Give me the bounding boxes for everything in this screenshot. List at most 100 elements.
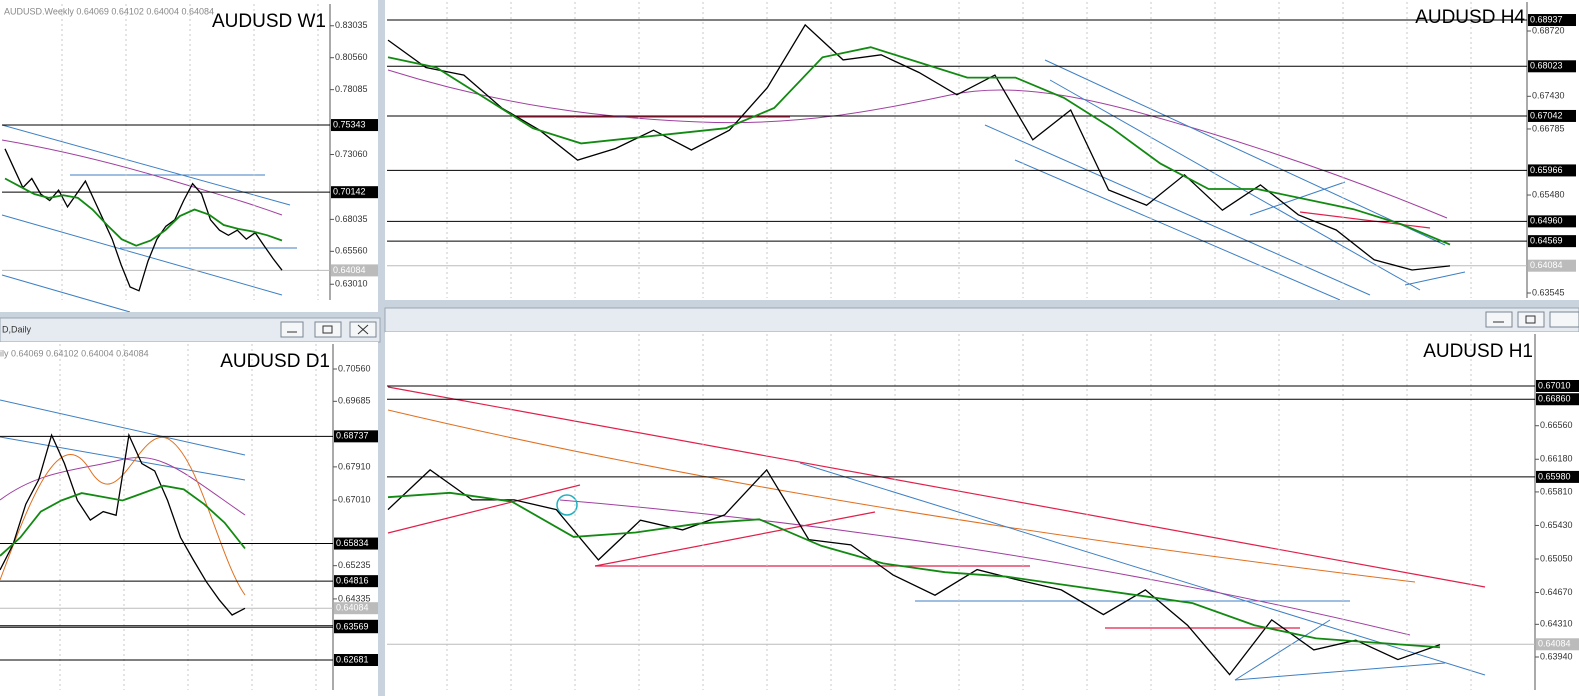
level-label: 0.64569 [1530,236,1563,246]
y-tick-label: 0.67430 [1532,91,1565,101]
y-tick-label: 0.66785 [1532,123,1565,133]
chart-window: 0.68720 0.67430 0.66785 0.65480 0.63545 0.689… [387,2,1576,298]
y-tick-label: 0.64310 [1540,619,1573,629]
chart-label: AUDUSD H4 [1415,7,1525,28]
close[interactable] [1549,311,1579,328]
y-tick-label: 0.66180 [1540,454,1573,464]
current-price-box [334,602,378,615]
y-tick-label: 0.65430 [1540,520,1573,530]
y-tick-label: 0.68720 [1532,25,1565,35]
current-price-label: 0.64084 [336,603,369,613]
level-label-box [1528,14,1576,27]
level-label: 0.65966 [1530,165,1563,175]
current-price-box [1536,638,1579,651]
y-tick-label: 0.64670 [1540,587,1573,597]
level-label-box [331,186,378,199]
level-label-box [334,537,378,550]
level-label-box [334,621,378,634]
chart-window: 0.83035 0.80560 0.78085 0.73060 0.68035 0.655… [2,4,378,300]
level-label: 0.62681 [336,654,369,664]
level-label-box [1528,235,1576,248]
chart-label: AUDUSD H1 [1423,341,1533,362]
y-tick-label: 0.78085 [335,84,368,94]
y-tick-label: 0.63010 [335,279,368,289]
level-label: 0.68937 [1530,14,1563,24]
level-label: 0.66860 [1538,394,1571,404]
current-price-label: 0.64084 [1530,260,1563,270]
level-label-box [334,654,378,667]
chart-window: 0.70560 0.69685 0.67910 0.67010 0.65235 0.643… [0,344,378,690]
y-tick-label: 0.65050 [1540,553,1573,563]
y-tick-label: 0.65560 [335,246,368,256]
minimize[interactable] [1485,311,1513,328]
level-label-box [1528,60,1576,73]
current-price-label: 0.64084 [1538,639,1571,649]
level-label-box [1528,164,1576,177]
level-label: 0.67010 [1538,380,1571,390]
maximize[interactable] [1517,311,1545,328]
level-label: 0.68737 [336,431,369,441]
h1-titlebar [384,307,1579,333]
y-tick-label: 0.65235 [338,560,371,570]
level-label: 0.67042 [1530,110,1563,120]
y-tick-label: 0.69685 [338,396,371,406]
chart-window: 0.66560 0.66180 0.65810 0.65430 0.65050 0.646… [387,334,1579,690]
current-price-box [1528,259,1576,272]
level-label-box [334,430,378,443]
level-label-box [1536,379,1579,392]
level-label: 0.64816 [336,576,369,586]
h1-panel [385,332,1579,696]
chart-header: ily 0.64069 0.64102 0.64004 0.64084 [0,348,149,358]
y-tick-label: 0.83035 [335,20,368,30]
y-tick-label: 0.67010 [338,494,371,504]
price-line [387,468,1441,676]
chart-label: AUDUSD D1 [220,351,330,372]
moving-average [387,491,1441,649]
level-label-box [334,575,378,588]
y-tick-label: 0.67910 [338,461,371,471]
level-label: 0.65834 [336,538,369,548]
chart-label: AUDUSD W1 [212,11,326,32]
level-label: 0.70142 [333,187,366,197]
level-label-box [1536,470,1579,483]
price-line [387,23,1451,271]
y-tick-label: 0.73060 [335,149,368,159]
h1-buttons[interactable] [1485,311,1579,328]
minimize[interactable] [280,321,304,338]
trendlines [0,59,1486,681]
price-line [0,432,246,616]
y-tick-label: 0.63545 [1532,287,1565,297]
d1-panel [0,342,378,696]
level-label-box [1528,109,1576,122]
level-label: 0.65980 [1538,471,1571,481]
y-tick-label: 0.80560 [335,52,368,62]
level-label: 0.75343 [333,119,366,129]
y-tick-label: 0.68035 [335,214,368,224]
level-label: 0.63569 [336,622,369,632]
d1-buttons[interactable] [280,321,377,338]
moving-average [387,46,1451,246]
price-line [4,148,283,292]
d1-window-title: D,Daily [2,324,32,334]
current-price-label: 0.64084 [333,265,366,275]
chart-header: AUDUSD.Weekly 0.64069 0.64102 0.64004 0.… [4,6,214,16]
y-tick-label: 0.63940 [1540,651,1573,661]
y-tick-label: 0.64335 [338,593,371,603]
level-label-box [1536,393,1579,406]
w1-panel [0,0,378,312]
moving-average [0,484,246,557]
level-label-box [1528,215,1576,228]
h4-panel [385,0,1579,300]
level-label-box [331,119,378,132]
current-price-box [331,264,378,277]
y-tick-label: 0.65810 [1540,486,1573,496]
y-tick-label: 0.65480 [1532,189,1565,199]
y-tick-label: 0.66560 [1540,420,1573,430]
level-label: 0.68023 [1530,61,1563,71]
maximize[interactable] [314,321,342,338]
moving-average [4,177,283,247]
level-label: 0.64960 [1530,216,1563,226]
y-tick-label: 0.70560 [338,363,371,373]
